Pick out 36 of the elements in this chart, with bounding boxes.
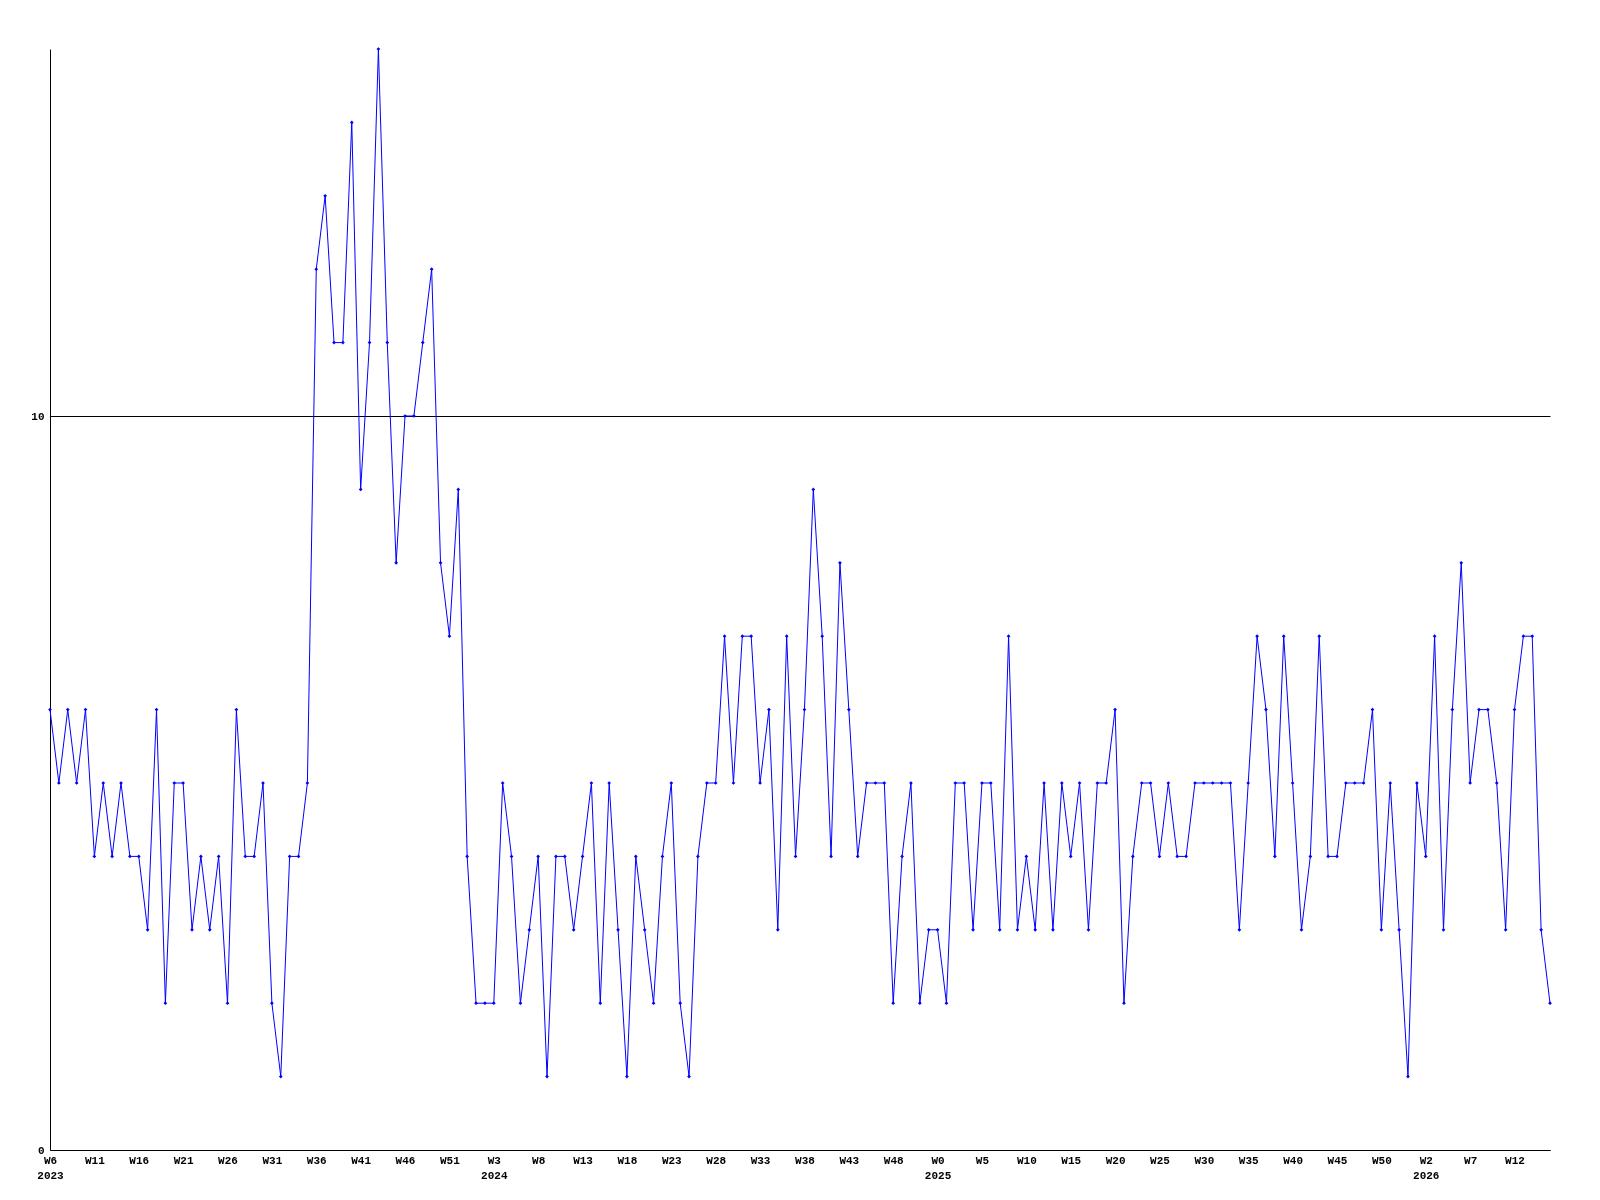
x-tick-label: W40 (1283, 1154, 1304, 1167)
x-tick-label: W43 (839, 1154, 860, 1167)
x-tick-label: W10 (1016, 1154, 1037, 1167)
x-tick-label: W50 (1371, 1154, 1392, 1167)
x-tick-label: W2 2026 (1413, 1154, 1440, 1182)
x-tick-label: W8 (532, 1154, 546, 1167)
x-tick-label: W31 (262, 1154, 283, 1167)
x-tick-label: W6 2023 (37, 1154, 65, 1182)
y-tick-label: 0 (37, 1144, 45, 1157)
x-tick-label: W48 (883, 1154, 904, 1167)
x-tick-label: W45 (1327, 1154, 1348, 1167)
x-tick-label: W51 (440, 1154, 461, 1167)
x-tick-label: W38 (795, 1154, 816, 1167)
x-tick-label: W25 (1150, 1154, 1171, 1167)
x-tick-label: W33 (750, 1154, 771, 1167)
x-tick-label: W18 (617, 1154, 638, 1167)
x-tick-label: W21 (173, 1154, 194, 1167)
x-tick-label: W16 (129, 1154, 150, 1167)
x-tick-label: W7 (1464, 1154, 1478, 1167)
x-tick-label: W26 (218, 1154, 238, 1167)
x-tick-label: W36 (306, 1154, 327, 1167)
x-tick-label: W13 (573, 1154, 594, 1167)
x-tick-label: W3 2024 (481, 1154, 508, 1182)
x-tick-label: W11 (84, 1154, 106, 1167)
x-tick-label: W30 (1194, 1154, 1215, 1167)
x-tick-label: W23 (661, 1154, 683, 1167)
x-tick-label: W28 (706, 1154, 727, 1167)
x-tick-label: W12 (1505, 1154, 1525, 1167)
y-tick-label: 10 (31, 410, 45, 423)
x-tick-label: W46 (395, 1154, 416, 1167)
x-tick-label: W41 (351, 1154, 372, 1167)
x-tick-label: W0 2025 (924, 1154, 952, 1182)
x-tick-label: W15 (1061, 1154, 1082, 1167)
x-tick-label: W5 (975, 1154, 990, 1167)
x-tick-label: W35 (1238, 1154, 1260, 1167)
x-tick-label: W20 (1105, 1154, 1126, 1167)
